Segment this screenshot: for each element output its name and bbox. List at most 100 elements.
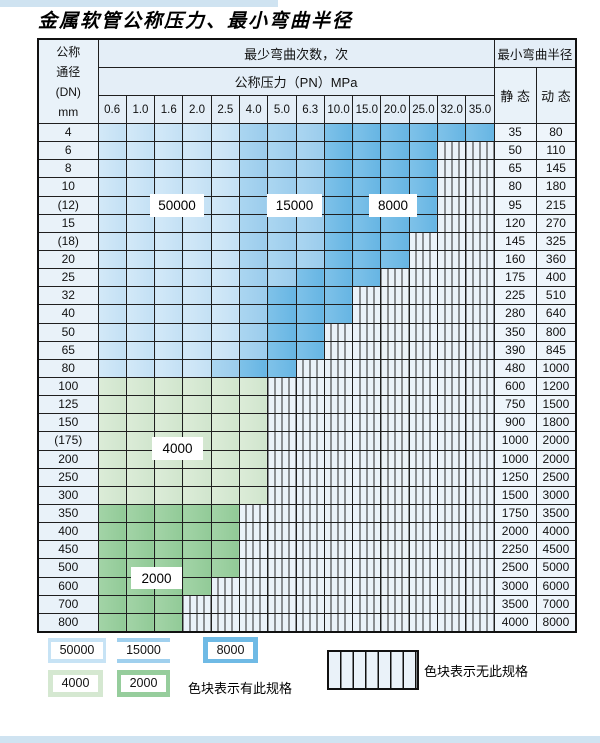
no-spec-cell [465,376,495,397]
spec-cell [238,159,269,179]
static-cell: 50 [493,141,537,161]
dynamic-cell: 1000 [535,358,577,378]
spec-cell [408,122,439,143]
table-row: 400 2000 4000 [37,522,577,542]
table-row: 25 175 400 [37,268,577,288]
static-cell: 95 [493,195,537,215]
spec-cell [238,141,269,161]
no-spec-cell [352,431,382,451]
no-spec-cell [437,286,467,306]
spec-cell [352,231,382,251]
no-spec-cell [323,485,354,505]
no-spec-cell [465,195,495,215]
spec-cell [182,268,212,288]
no-spec-cell [408,322,439,342]
table-row: 8 65 145 [37,159,577,179]
no-spec-cell [352,503,382,524]
dynamic-cell: 7000 [535,594,577,614]
spec-cell [125,141,156,161]
no-spec-cell [323,522,354,542]
spec-cell [125,431,156,451]
spec-cell [182,540,212,560]
spec-cell [267,159,297,179]
spec-cell [267,177,297,197]
no-spec-cell [295,395,325,415]
no-spec-cell [380,485,410,505]
no-spec-cell [380,467,410,487]
spec-cell [210,431,240,451]
no-spec-cell [267,558,297,578]
no-spec-cell [267,522,297,542]
no-spec-cell [352,395,382,415]
spec-cell [210,358,240,378]
no-spec-cell [323,558,354,578]
no-spec-cell [295,558,325,578]
spec-cell [154,141,184,161]
spec-cell [210,177,240,197]
no-spec-cell [295,576,325,596]
no-spec-cell [465,449,495,469]
no-spec-cell [210,594,240,614]
spec-cell [97,467,127,487]
spec-cell [210,522,240,542]
spec-cell [238,213,269,233]
spec-cell [238,449,269,469]
no-spec-swatch [327,650,419,690]
dn-cell: 20 [37,249,99,270]
legend-swatch-50000: 50000 [48,638,106,663]
static-cell: 2000 [493,522,537,542]
table-row: 800 4000 8000 [37,612,577,633]
no-spec-cell [295,540,325,560]
no-spec-cell [352,612,382,633]
no-spec-cell [182,594,212,614]
no-spec-cell [267,540,297,560]
spec-cell [154,159,184,179]
legend-swatch-label: 4000 [52,675,99,692]
no-spec-cell [465,612,495,633]
legend-swatch-label: 15000 [117,642,170,659]
spec-cell [295,177,325,197]
spec-cell [125,249,156,270]
dn-cell: 32 [37,286,99,306]
no-spec-cell [437,159,467,179]
dn-cell: 200 [37,449,99,469]
table-row: 4 35 80 [37,122,577,143]
spec-cell [154,122,184,143]
dynamic-cell: 1800 [535,413,577,433]
spec-cell [154,503,184,524]
spec-cell [295,141,325,161]
spec-cell [125,594,156,614]
spec-cell [125,485,156,505]
spec-cell [97,286,127,306]
spec-cell [182,322,212,342]
no-spec-cell [437,413,467,433]
no-spec-cell [437,467,467,487]
spec-cell [380,249,410,270]
legend-swatch-4000: 4000 [48,670,103,697]
no-spec-cell [380,576,410,596]
pressure-col-header: 0.6 [97,95,127,124]
spec-cell [323,231,354,251]
static-cell: 35 [493,122,537,143]
no-spec-cell [465,558,495,578]
no-spec-cell [408,304,439,324]
no-spec-cell [437,522,467,542]
spec-cell [97,195,127,215]
spec-cell [210,376,240,397]
static-cell: 350 [493,322,537,342]
no-spec-cell [465,522,495,542]
spec-cell [97,231,127,251]
no-spec-cell [295,431,325,451]
spec-cell [210,485,240,505]
no-spec-cell [267,503,297,524]
static-cell: 225 [493,286,537,306]
no-spec-cell [380,376,410,397]
dn-cell: 250 [37,467,99,487]
no-spec-cell [295,522,325,542]
table-row: (18) 145 325 [37,231,577,251]
dn-cell: 6 [37,141,99,161]
dynamic-cell: 360 [535,249,577,270]
no-spec-cell [437,322,467,342]
no-spec-cell [465,467,495,487]
bottom-edge-strip [0,736,600,743]
